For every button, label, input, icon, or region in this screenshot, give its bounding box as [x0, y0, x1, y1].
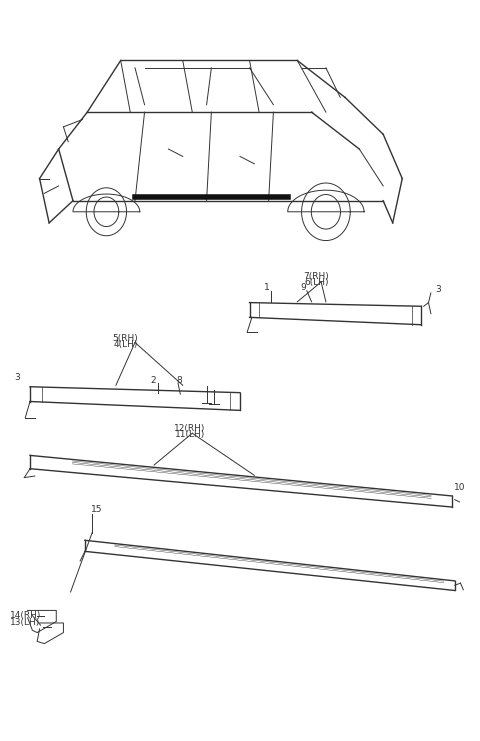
Text: 6(LH): 6(LH)	[304, 278, 329, 288]
Text: 3: 3	[436, 285, 442, 293]
Text: 10: 10	[454, 482, 465, 491]
Text: 15: 15	[91, 505, 103, 514]
Text: 8: 8	[177, 376, 182, 385]
Text: 13(LH): 13(LH)	[10, 618, 40, 627]
Text: 11(LH): 11(LH)	[175, 431, 205, 439]
Text: 3: 3	[14, 373, 20, 382]
Text: 14(RH): 14(RH)	[10, 611, 41, 620]
Text: 9: 9	[300, 283, 306, 292]
Text: 5(RH): 5(RH)	[113, 333, 138, 342]
Text: 7(RH): 7(RH)	[303, 271, 329, 281]
Text: 12(RH): 12(RH)	[174, 424, 205, 433]
Text: 2: 2	[150, 376, 156, 385]
Text: 4(LH): 4(LH)	[113, 340, 138, 349]
Text: 1: 1	[264, 283, 270, 292]
